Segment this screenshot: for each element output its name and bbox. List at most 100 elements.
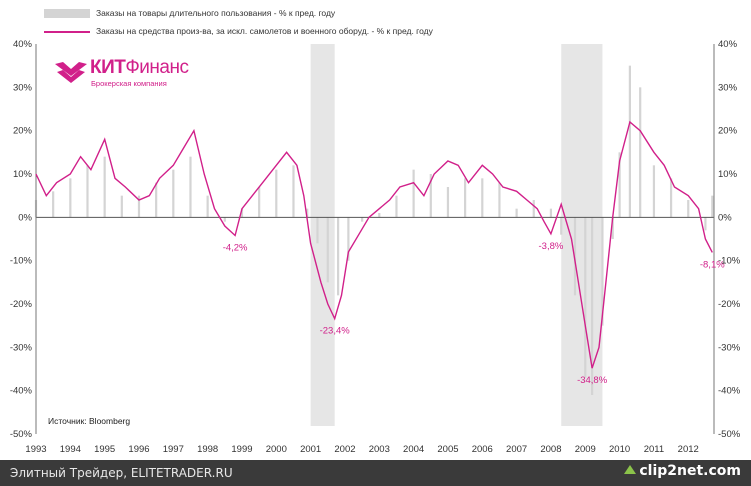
bar-28 bbox=[481, 178, 484, 218]
bar-44 bbox=[687, 200, 690, 218]
clip2net-brand[interactable]: clip2net.com bbox=[624, 463, 741, 483]
ytick-right-1: 30% bbox=[718, 82, 738, 93]
bar-1 bbox=[52, 191, 55, 218]
ytick-right-9: -50% bbox=[718, 429, 741, 440]
bar-36 bbox=[591, 217, 594, 395]
logo-subtitle: Брокерская компания bbox=[91, 79, 167, 88]
bar-10 bbox=[206, 195, 209, 218]
annotation-2: -3,8% bbox=[539, 241, 564, 252]
xtick-1995: 1995 bbox=[94, 444, 115, 455]
bar-35 bbox=[584, 217, 587, 378]
bar-33 bbox=[560, 217, 563, 235]
xtick-2006: 2006 bbox=[472, 444, 493, 455]
bar-17 bbox=[316, 217, 319, 244]
ytick-left-3: 10% bbox=[13, 169, 33, 180]
xtick-2000: 2000 bbox=[266, 444, 287, 455]
bar-6 bbox=[137, 195, 141, 218]
ytick-right-0: 40% bbox=[718, 39, 738, 50]
ytick-left-1: 30% bbox=[13, 82, 33, 93]
bar-39 bbox=[618, 152, 621, 218]
bar-42 bbox=[652, 165, 656, 218]
bar-41 bbox=[639, 87, 642, 218]
ytick-right-3: 10% bbox=[718, 169, 738, 180]
footer-bar: Элитный Трейдер, ELITETRADER.RU clip2net… bbox=[0, 460, 751, 486]
bar-37 bbox=[601, 217, 604, 326]
bar-38 bbox=[611, 217, 614, 239]
ytick-left-8: -40% bbox=[10, 386, 33, 397]
ytick-right-7: -30% bbox=[718, 342, 741, 353]
xtick-1993: 1993 bbox=[25, 444, 46, 455]
bar-11 bbox=[223, 217, 226, 222]
bar-5 bbox=[120, 195, 123, 218]
bar-21 bbox=[361, 217, 364, 222]
bar-31 bbox=[532, 200, 535, 218]
recession-band-0 bbox=[310, 44, 335, 426]
bar-30 bbox=[515, 208, 518, 218]
xtick-2008: 2008 bbox=[540, 444, 561, 455]
chart: 40% 40% 30% 30% 20% 20% 10% 10% 0% 0% -10% -10% -20%… bbox=[9, 8, 741, 455]
bar-26 bbox=[446, 187, 450, 218]
ytick-right-4: 0% bbox=[718, 212, 732, 223]
bar-4 bbox=[103, 156, 106, 218]
bar-23 bbox=[395, 195, 398, 218]
ytick-left-5: -10% bbox=[10, 256, 33, 267]
ytick-right-8: -40% bbox=[718, 386, 741, 397]
bar-14 bbox=[275, 169, 278, 218]
legend-swatch-line bbox=[44, 30, 90, 33]
legend-label-durable-goods: Заказы на товары длительного пользования… bbox=[96, 8, 336, 18]
recession-band-1 bbox=[561, 44, 603, 426]
legend-label-capital-goods: Заказы на средства произ-ва, за искл. са… bbox=[96, 26, 433, 36]
xtick-2007: 2007 bbox=[506, 444, 527, 455]
ytick-left-4: 0% bbox=[18, 212, 32, 223]
bar-9 bbox=[189, 156, 192, 218]
bar-12 bbox=[240, 208, 244, 218]
xtick-2005: 2005 bbox=[437, 444, 458, 455]
xtick-2011: 2011 bbox=[644, 444, 664, 455]
ytick-left-2: 20% bbox=[13, 126, 33, 137]
bar-18 bbox=[326, 217, 329, 283]
chart-svg: 40% 40% 30% 30% 20% 20% 10% 10% 0% 0% -10% -10% -20%… bbox=[10, 39, 741, 455]
bar-13 bbox=[258, 187, 261, 218]
brand-label: clip2net.com bbox=[639, 463, 741, 479]
kitfinance-logo-icon bbox=[55, 62, 87, 83]
capital-goods-line bbox=[35, 120, 713, 369]
legend-swatch-bars bbox=[44, 9, 90, 19]
annotation-4: -8,1% bbox=[700, 259, 725, 270]
upload-arrow-icon bbox=[624, 465, 637, 474]
bar-15 bbox=[292, 165, 295, 218]
bar-46 bbox=[711, 195, 714, 218]
xtick-2003: 2003 bbox=[369, 444, 390, 455]
annotation-1: -23,4% bbox=[320, 326, 351, 337]
xtick-1997: 1997 bbox=[163, 444, 184, 455]
ytick-right-6: -20% bbox=[718, 299, 741, 310]
xtick-2002: 2002 bbox=[334, 444, 355, 455]
ytick-left-7: -30% bbox=[10, 342, 33, 353]
bar-29 bbox=[498, 182, 501, 218]
bar-25 bbox=[429, 174, 432, 218]
bar-45 bbox=[704, 217, 707, 231]
bar-20 bbox=[347, 217, 350, 261]
kitfinance-logo: КИТФинанс Брокерская компания bbox=[54, 57, 189, 89]
bar-3 bbox=[86, 165, 89, 218]
ytick-right-2: 20% bbox=[718, 126, 738, 137]
xtick-1999: 1999 bbox=[231, 444, 252, 455]
footer-text: Элитный Трейдер, ELITETRADER.RU bbox=[10, 466, 233, 480]
xtick-2010: 2010 bbox=[609, 444, 630, 455]
annotation-3: -34,8% bbox=[577, 375, 608, 386]
bar-43 bbox=[669, 178, 673, 218]
bar-22 bbox=[378, 213, 381, 218]
ytick-left-0: 40% bbox=[13, 39, 33, 50]
xtick-1994: 1994 bbox=[60, 444, 81, 455]
annotation-0: -4,2% bbox=[223, 243, 248, 254]
ytick-right-5: -10% bbox=[718, 256, 741, 267]
bar-24 bbox=[412, 169, 415, 218]
xtick-2001: 2001 bbox=[300, 444, 321, 455]
bar-19 bbox=[336, 217, 340, 296]
bar-2 bbox=[69, 178, 72, 218]
xtick-2004: 2004 bbox=[403, 444, 424, 455]
xtick-2009: 2009 bbox=[575, 444, 596, 455]
logo-wordmark: КИТФинанс bbox=[90, 57, 189, 78]
xtick-1998: 1998 bbox=[197, 444, 218, 455]
xtick-1996: 1996 bbox=[128, 444, 149, 455]
xtick-2012: 2012 bbox=[678, 444, 699, 455]
